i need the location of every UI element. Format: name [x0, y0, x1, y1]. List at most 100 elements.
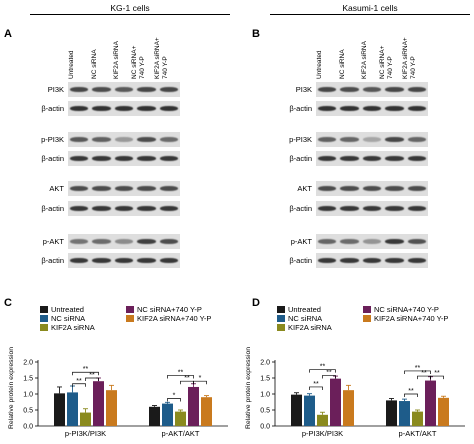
y-tick-label: 0.0: [23, 424, 33, 431]
significance-bracket: [72, 383, 86, 387]
blot-band: [114, 87, 134, 92]
blot-row-label: p-PI3K: [41, 135, 64, 144]
significance-bracket: [309, 386, 323, 390]
blot-band: [340, 186, 359, 191]
blot-strip: [68, 181, 180, 196]
significance-label: **: [178, 369, 184, 376]
bar: [149, 406, 160, 426]
lane-label-nc-sirna-740yp: 740 Y-P: [139, 56, 147, 79]
blot-band: [70, 206, 89, 211]
blot-band: [385, 106, 404, 111]
legend-label: NC siRNA+740 Y-P: [374, 305, 439, 314]
blot-band: [407, 87, 426, 92]
lane-label-nc-sirna-740yp: 740 Y-P: [387, 56, 395, 79]
blot-band: [407, 186, 426, 191]
bar: [80, 412, 91, 426]
x-category-label: p-PI3K/PI3K: [302, 429, 343, 438]
blot-row-label: β-actin: [289, 154, 312, 163]
blot-band: [137, 106, 156, 111]
bar: [386, 400, 397, 426]
y-tick-label: 2.0: [23, 360, 33, 367]
blot-band: [159, 87, 178, 92]
significance-bracket: [85, 377, 99, 381]
significance-label: **: [89, 372, 95, 379]
blot-row-label: AKT: [297, 184, 312, 193]
blot-band: [92, 87, 111, 92]
blot-band: [340, 206, 359, 211]
significance-label: *: [199, 375, 202, 382]
legend-swatch: [277, 324, 285, 331]
significance-label: **: [320, 364, 326, 371]
blot-band: [385, 87, 404, 92]
significance-bracket: [167, 398, 181, 402]
panel-letter-b: B: [252, 28, 260, 40]
bar: [54, 393, 65, 426]
blot-band: [92, 206, 111, 211]
blot-band: [159, 186, 178, 191]
blot-band: [70, 239, 89, 244]
legend-swatch: [126, 315, 134, 322]
blot-band: [114, 206, 134, 211]
lane-label-untreated: Untreated: [68, 50, 76, 79]
significance-bracket: [167, 375, 194, 379]
blot-band: [114, 258, 134, 263]
blot-band: [340, 258, 359, 263]
legend-label: KIF2A siRNA+740 Y-P: [374, 314, 448, 323]
blot-band: [362, 206, 382, 211]
legend-label: KIF2A siRNA: [51, 323, 95, 332]
legend-label: KIF2A siRNA: [288, 323, 332, 332]
blot-strip: [316, 82, 428, 97]
significance-bracket: [430, 375, 444, 380]
blot-band: [92, 156, 111, 161]
blot-band: [362, 87, 382, 92]
blot-row-label: β-actin: [41, 256, 64, 265]
blot-band: [362, 186, 382, 191]
x-category-label: p-PI3K/PI3K: [65, 429, 106, 438]
legend-label: NC siRNA+740 Y-P: [137, 305, 202, 314]
bar: [304, 395, 315, 426]
kasumi1-cells-title: Kasumi-1 cells: [342, 3, 398, 13]
bar: [175, 411, 186, 426]
legend-swatch: [40, 324, 48, 331]
significance-label: **: [76, 378, 82, 385]
blot-strip: [68, 132, 180, 147]
blot-band: [137, 137, 156, 142]
blot-band: [159, 206, 178, 211]
blot-band: [318, 156, 337, 161]
lane-label-kif2a-sirna: KIF2A siRNA: [361, 41, 368, 79]
blot-strip: [316, 132, 428, 147]
significance-label: **: [83, 366, 89, 373]
lane-label-nc-sirna-740yp: NC siRNA+: [131, 45, 139, 79]
blot-band: [114, 156, 134, 161]
blot-band: [137, 206, 156, 211]
blot-band: [340, 156, 359, 161]
bar: [188, 386, 199, 426]
significance-bracket: [309, 369, 336, 373]
lane-label-nc-sirna: NC siRNA: [338, 49, 346, 79]
blot-band: [159, 106, 178, 111]
blot-band: [92, 258, 111, 263]
blot-band: [92, 137, 111, 142]
significance-bracket: [322, 375, 336, 379]
blot-band: [159, 156, 178, 161]
blot-band: [137, 87, 156, 92]
legend-swatch: [126, 306, 134, 313]
legend-swatch: [277, 306, 285, 313]
lane-label-nc-sirna: NC siRNA: [90, 49, 98, 79]
bar: [93, 381, 104, 426]
blot-band: [385, 239, 404, 244]
blot-band: [407, 137, 426, 142]
blot-row-label: β-actin: [289, 256, 312, 265]
bar: [343, 390, 354, 426]
y-tick-label: 1.5: [260, 376, 270, 383]
blot-strip: [68, 234, 180, 249]
y-tick-label: 0.5: [23, 408, 33, 415]
legend-label: NC siRNA: [288, 314, 322, 323]
kg1-cells-title: KG-1 cells: [110, 3, 150, 13]
lane-label-kif2a-sirna-740yp: 740 Y-P: [161, 56, 169, 79]
blot-strip: [316, 101, 428, 116]
legend-swatch: [40, 315, 48, 322]
blot-strip: [68, 82, 180, 97]
blot-band: [362, 258, 382, 263]
